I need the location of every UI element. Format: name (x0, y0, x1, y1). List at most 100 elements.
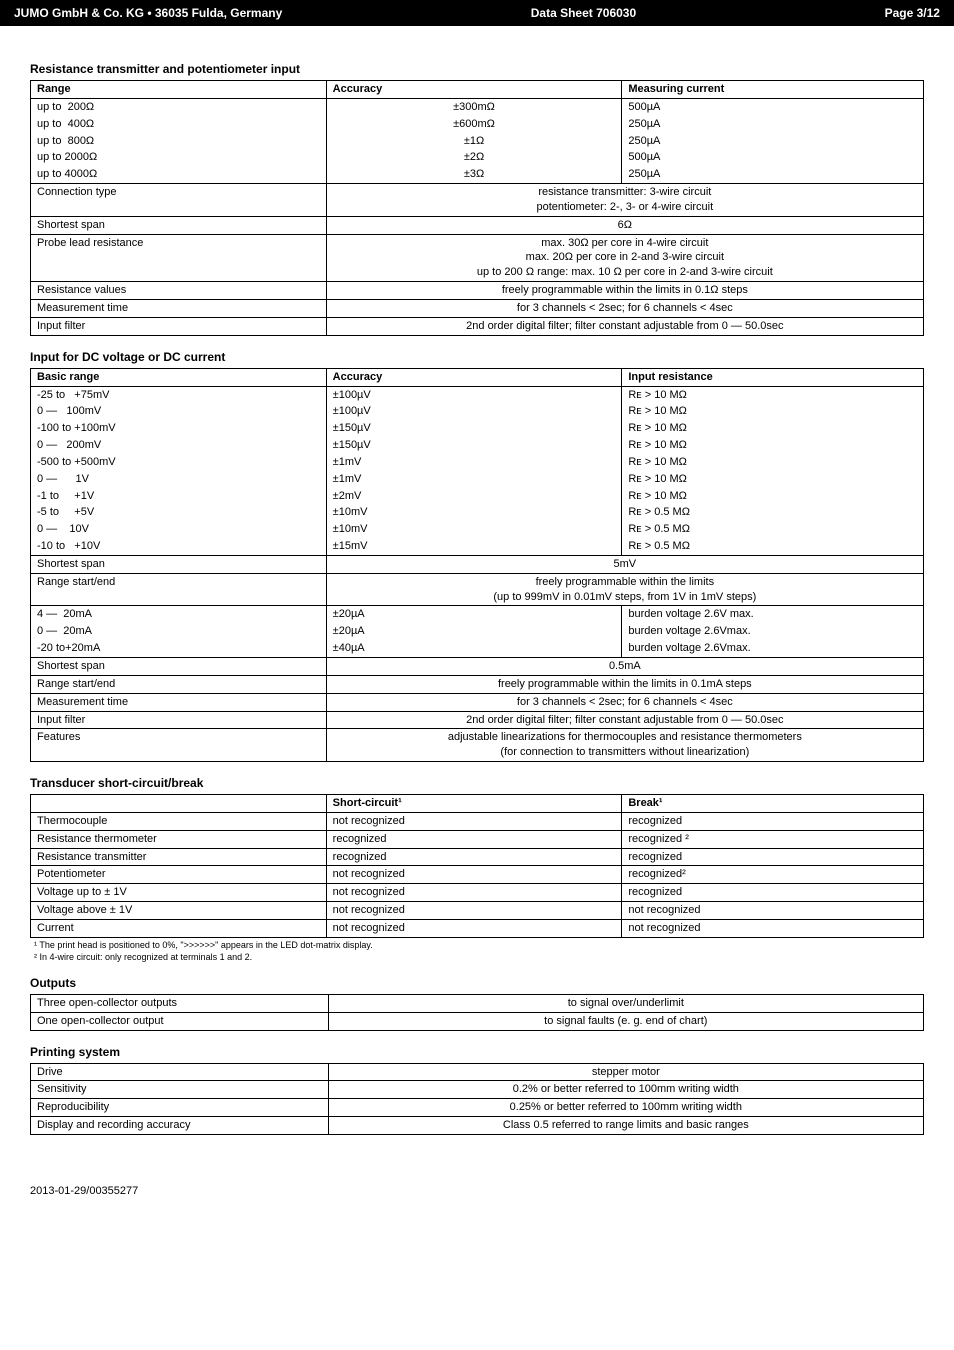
row-value: Class 0.5 referred to range limits and b… (328, 1117, 923, 1135)
row-value: adjustable linearizations for thermocoup… (326, 729, 923, 762)
row-value: for 3 channels < 2sec; for 6 channels < … (326, 299, 923, 317)
cell: ±100µV (326, 403, 622, 420)
header-bar: JUMO GmbH & Co. KG • 36035 Fulda, German… (0, 0, 954, 26)
cell: ±150µV (326, 437, 622, 454)
row-label: Resistance values (31, 282, 327, 300)
row-value: 0.5mA (326, 658, 923, 676)
cell: ±10mV (326, 504, 622, 521)
cell: up to 4000Ω (31, 166, 327, 183)
cell: ±600mΩ (326, 116, 622, 133)
row-label: Features (31, 729, 327, 762)
col-measuring-current: Measuring current (622, 81, 924, 99)
table-row: -100 to +100mV±150µVRᴇ > 10 MΩ (31, 420, 924, 437)
table-row: 4 — 20mA±20µAburden voltage 2.6V max. (31, 606, 924, 623)
row-value: stepper motor (328, 1063, 923, 1081)
cell: burden voltage 2.6V max. (622, 606, 924, 623)
cell: 0 — 200mV (31, 437, 327, 454)
cell: ±40µA (326, 640, 622, 657)
cell: ±300mΩ (326, 98, 622, 115)
section-title-resistance: Resistance transmitter and potentiometer… (30, 62, 924, 76)
cell: not recognized (326, 902, 622, 920)
table-transducer: Short-circuit¹ Break¹ Thermocouplenot re… (30, 794, 924, 938)
cell: recognized (622, 884, 924, 902)
section-title-outputs: Outputs (30, 976, 924, 990)
row-label: Input filter (31, 317, 327, 335)
table-row: up to 2000Ω±2Ω500µA (31, 149, 924, 166)
cell: Rᴇ > 10 MΩ (622, 454, 924, 471)
row-label: Sensitivity (31, 1081, 329, 1099)
table-row: Currentnot recognizednot recognized (31, 919, 924, 937)
table-row: Resistance transmitterrecognizedrecogniz… (31, 848, 924, 866)
cell: 0 — 20mA (31, 623, 327, 640)
section-title-printing: Printing system (30, 1045, 924, 1059)
table-row: Sensitivity0.2% or better referred to 10… (31, 1081, 924, 1099)
row-label: Display and recording accuracy (31, 1117, 329, 1135)
cell: recognized ² (622, 830, 924, 848)
row-value: 6Ω (326, 216, 923, 234)
row-label: Shortest span (31, 216, 327, 234)
col-short-circuit: Short-circuit¹ (326, 795, 622, 813)
row-label: Probe lead resistance (31, 234, 327, 282)
row-label: Range start/end (31, 675, 327, 693)
cell: Voltage above ± 1V (31, 902, 327, 920)
cell: recognized (326, 848, 622, 866)
col-accuracy-dc: Accuracy (326, 368, 622, 386)
table-row: Measurement timefor 3 channels < 2sec; f… (31, 299, 924, 317)
table-row: Input filter2nd order digital filter; fi… (31, 711, 924, 729)
table-row: -25 to +75mV±100µVRᴇ > 10 MΩ (31, 386, 924, 403)
cell: -10 to +10V (31, 538, 327, 555)
table-row: Potentiometernot recognizedrecognized² (31, 866, 924, 884)
cell: recognized² (622, 866, 924, 884)
cell: ±3Ω (326, 166, 622, 183)
cell: Rᴇ > 10 MΩ (622, 437, 924, 454)
cell: up to 200Ω (31, 98, 327, 115)
cell: -20 to+20mA (31, 640, 327, 657)
table-row: Thermocouplenot recognizedrecognized (31, 812, 924, 830)
cell: up to 2000Ω (31, 149, 327, 166)
cell: Current (31, 919, 327, 937)
cell: -500 to +500mV (31, 454, 327, 471)
cell: recognized (622, 812, 924, 830)
table-row: -1 to +1V±2mVRᴇ > 10 MΩ (31, 488, 924, 505)
footnote-2: ² In 4-wire circuit: only recognized at … (34, 952, 924, 962)
table-row: up to 400Ω±600mΩ250µA (31, 116, 924, 133)
table-row: up to 200Ω±300mΩ500µA (31, 98, 924, 115)
table-row: Resistance valuesfreely programmable wit… (31, 282, 924, 300)
table-row: -500 to +500mV±1mVRᴇ > 10 MΩ (31, 454, 924, 471)
table-row: 0 — 200mV±150µVRᴇ > 10 MΩ (31, 437, 924, 454)
row-label: One open-collector output (31, 1012, 329, 1030)
row-value: 0.25% or better referred to 100mm writin… (328, 1099, 923, 1117)
table-row: 0 — 10V±10mVRᴇ > 0.5 MΩ (31, 521, 924, 538)
col-range: Range (31, 81, 327, 99)
cell: not recognized (326, 812, 622, 830)
header-left: JUMO GmbH & Co. KG • 36035 Fulda, German… (14, 6, 282, 20)
cell: ±1mV (326, 471, 622, 488)
table-row: Featuresadjustable linearizations for th… (31, 729, 924, 762)
cell: Voltage up to ± 1V (31, 884, 327, 902)
row-label: Reproducibility (31, 1099, 329, 1117)
cell: 0 — 100mV (31, 403, 327, 420)
cell: 4 — 20mA (31, 606, 327, 623)
cell: ±100µV (326, 386, 622, 403)
row-value: resistance transmitter: 3-wire circuitpo… (326, 184, 923, 217)
content: Resistance transmitter and potentiometer… (0, 62, 954, 1155)
row-value: freely programmable within the limits in… (326, 675, 923, 693)
dc-range-start-end-label: Range start/end (31, 573, 327, 606)
cell: ±2mV (326, 488, 622, 505)
section-title-dc: Input for DC voltage or DC current (30, 350, 924, 364)
cell: not recognized (622, 919, 924, 937)
row-value: to signal over/underlimit (328, 994, 923, 1012)
cell: Resistance thermometer (31, 830, 327, 848)
table-printing: Drivestepper motorSensitivity0.2% or bet… (30, 1063, 924, 1135)
col-accuracy: Accuracy (326, 81, 622, 99)
col-basic-range: Basic range (31, 368, 327, 386)
header-right: Page 3/12 (885, 6, 940, 20)
table-row: up to 4000Ω±3Ω250µA (31, 166, 924, 183)
cell: up to 800Ω (31, 133, 327, 150)
row-value: for 3 channels < 2sec; for 6 channels < … (326, 693, 923, 711)
table-row: -5 to +5V±10mVRᴇ > 0.5 MΩ (31, 504, 924, 521)
table-row: Voltage above ± 1Vnot recognizednot reco… (31, 902, 924, 920)
table-row: Voltage up to ± 1Vnot recognizedrecogniz… (31, 884, 924, 902)
cell: burden voltage 2.6Vmax. (622, 623, 924, 640)
cell: Rᴇ > 10 MΩ (622, 420, 924, 437)
